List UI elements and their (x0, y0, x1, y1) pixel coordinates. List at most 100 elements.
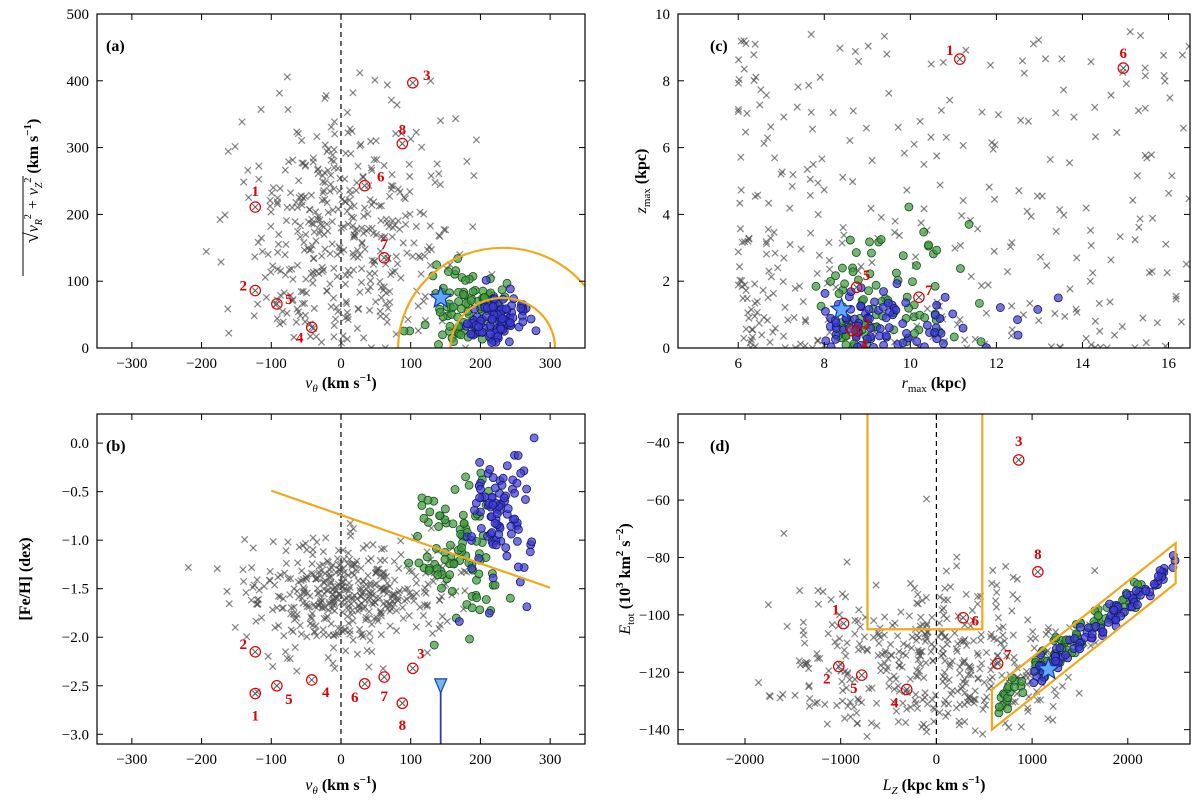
thin-disk-star (522, 602, 532, 612)
halo-star-marker (891, 228, 899, 237)
halo-star-marker (769, 289, 778, 298)
halo-star-marker (383, 81, 392, 89)
halo-star-marker (358, 224, 366, 232)
halo-star-marker (747, 305, 756, 314)
halo-star-marker (366, 195, 374, 204)
thin-disk-star (505, 318, 515, 328)
halo-star-marker (217, 258, 225, 266)
halo-star-marker (774, 264, 782, 272)
halo-star-marker (365, 306, 374, 314)
halo-star-marker (288, 297, 296, 305)
halo-star-marker (349, 266, 358, 274)
x-tick-label: 8 (821, 356, 829, 372)
thin-disk-star (1061, 650, 1070, 660)
halo-star-marker (876, 633, 885, 641)
thin-disk-star (831, 318, 841, 328)
halo-star-marker (284, 575, 292, 583)
thin-disk-star (476, 484, 485, 494)
halo-star-marker (341, 647, 350, 655)
halo-star-marker (282, 559, 291, 568)
halo-star-marker (939, 677, 947, 686)
thick-disk-star (423, 495, 433, 505)
halo-star-marker (336, 569, 344, 578)
halo-star-marker (345, 593, 353, 601)
x-tick-label: 200 (469, 752, 492, 768)
halo-star-marker (384, 304, 392, 313)
halo-star-marker (302, 289, 311, 297)
thin-disk-star (958, 323, 968, 333)
halo-star-marker (321, 195, 329, 204)
numbered-star-cross (308, 676, 316, 684)
panel-c-plot-area: 1 2 4 5 6 7 (734, 28, 1190, 348)
panel-b-plot-area: 1 2 3 4 5 6 78 (184, 414, 551, 744)
halo-star-marker (380, 161, 388, 170)
halo-star-marker (803, 165, 812, 174)
halo-star-marker (412, 623, 421, 631)
halo-star-marker (1008, 239, 1016, 247)
halo-star-marker (930, 717, 938, 726)
thick-disk-star (475, 605, 485, 615)
y-axis-label-c: zmax (kpc) (633, 149, 653, 215)
halo-star-marker (764, 225, 773, 234)
halo-star-marker (327, 580, 335, 588)
halo-star-marker (330, 321, 338, 330)
numbered-star-ring (358, 678, 371, 690)
thin-disk-star (1013, 330, 1023, 340)
halo-star-marker (463, 157, 471, 166)
halo-star-marker (294, 129, 303, 138)
halo-star-marker (293, 227, 302, 236)
halo-star-marker (910, 140, 918, 148)
halo-star-marker (738, 276, 746, 285)
thick-disk-star (826, 276, 836, 286)
halo-star-marker (379, 665, 387, 673)
halo-star-marker (916, 117, 924, 126)
halo-star-marker (370, 581, 379, 589)
halo-star-marker (371, 269, 379, 277)
halo-star-marker (1163, 269, 1171, 277)
halo-star-marker (920, 205, 928, 213)
halo-star-marker (740, 37, 748, 45)
thin-disk-star (466, 329, 476, 339)
numbered-star-cross (853, 283, 860, 291)
halo-star-marker (1036, 253, 1045, 261)
numbered-star-ring (378, 252, 391, 264)
thin-disk-star (866, 323, 876, 333)
halo-star-marker (282, 546, 290, 555)
halo-star-marker (274, 622, 283, 630)
halo-star-marker (283, 203, 291, 212)
halo-star-marker (403, 249, 411, 257)
halo-star-marker (953, 553, 961, 561)
halo-star-marker (298, 159, 306, 167)
halo-star-marker (1177, 318, 1185, 326)
thin-disk-star (487, 528, 497, 537)
halo-star-marker (302, 275, 310, 283)
thick-disk-star (976, 337, 986, 347)
halo-star-marker (1024, 616, 1032, 624)
halo-star-marker (1122, 80, 1131, 88)
halo-star-marker (833, 701, 841, 710)
halo-star-marker (968, 606, 977, 614)
halo-star-marker (364, 210, 372, 218)
x-tick-label: −2000 (726, 752, 764, 768)
halo-star-marker (346, 519, 354, 528)
thick-disk-star (468, 287, 478, 297)
halo-star-marker (269, 262, 277, 270)
halo-star-marker (356, 583, 365, 592)
halo-star-marker (1073, 308, 1081, 317)
numbered-star-label: 7 (1004, 648, 1012, 664)
thick-disk-star (446, 540, 455, 550)
halo-star-marker (903, 186, 911, 194)
halo-star-marker (355, 601, 363, 610)
selection-parallelogram-region (990, 540, 1177, 732)
halo-star-marker (903, 642, 911, 650)
halo-star-marker (940, 596, 948, 604)
selection-circle-1 (397, 246, 585, 348)
halo-star-marker (1046, 155, 1054, 164)
halo-star-marker (1058, 55, 1066, 63)
halo-star-marker (265, 576, 274, 584)
halo-star-marker (1058, 682, 1067, 690)
halo-star-marker (387, 182, 395, 190)
halo-star-marker (967, 697, 975, 705)
halo-star-marker (1066, 285, 1074, 293)
